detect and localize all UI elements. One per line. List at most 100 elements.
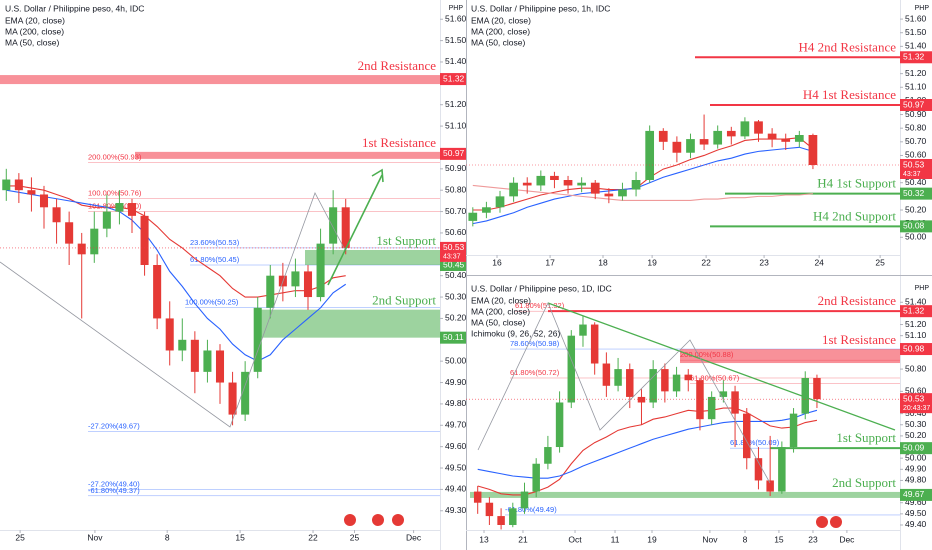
candle-body xyxy=(813,377,821,400)
current-price-tag xyxy=(900,159,932,179)
candle-body xyxy=(649,369,657,403)
candle-body xyxy=(577,182,586,186)
candle-body xyxy=(658,130,668,142)
candle-body xyxy=(801,377,809,414)
level-price-tag xyxy=(900,442,932,455)
level-label: 2nd Resistance xyxy=(818,293,897,308)
x-tick-label: 11 xyxy=(611,534,620,544)
level-zone xyxy=(305,250,440,265)
y-tick-label: 51.40 xyxy=(445,56,467,66)
candle-body xyxy=(645,130,655,180)
level-label: H4 1st Resistance xyxy=(803,87,896,102)
candle-body xyxy=(602,363,611,386)
candle-body xyxy=(115,203,124,212)
level-price-tag xyxy=(900,220,932,233)
fib-trendline xyxy=(0,192,346,428)
y-tick-label: 50.20 xyxy=(905,204,927,214)
level-price: 50.11 xyxy=(443,332,464,342)
y-tick-label: 50.00 xyxy=(905,232,927,242)
level-label: 2nd Resistance xyxy=(358,58,437,73)
candle-body xyxy=(754,458,763,481)
level-label: 2nd Support xyxy=(832,475,896,490)
fib-label: -27.20%(49.40) xyxy=(88,479,140,488)
candle-body xyxy=(316,243,325,298)
y-tick-label: 51.10 xyxy=(905,330,927,340)
fib-label: 200.00%(50.93) xyxy=(88,152,142,161)
x-tick-label: 23 xyxy=(808,534,818,544)
countdown: 20:43:37 xyxy=(903,405,930,412)
candle-body xyxy=(291,271,300,287)
x-tick-label: 25 xyxy=(875,257,885,267)
y-tick-label: 51.10 xyxy=(445,120,467,130)
countdown: 43:37 xyxy=(903,171,921,178)
level-price-tag xyxy=(900,51,932,64)
indicator-label: MA (200, close) xyxy=(471,26,530,36)
candle-body xyxy=(686,139,695,153)
candle-body xyxy=(102,211,111,229)
y-tick-label: 51.50 xyxy=(445,35,467,45)
level-label: H4 2nd Resistance xyxy=(799,39,897,54)
candle-body xyxy=(215,350,225,383)
candle-body xyxy=(253,307,262,372)
candle-body xyxy=(684,374,693,381)
candle-body xyxy=(696,380,704,420)
candle-body xyxy=(590,182,600,194)
fib-label: 100.00%(50.25) xyxy=(185,298,239,307)
level-price: 51.32 xyxy=(903,52,925,62)
chart-title: U.S. Dollar / Philippine peso, 1D, IDC xyxy=(471,283,612,293)
candle-body xyxy=(39,194,49,208)
y-tick-label: 51.20 xyxy=(445,99,467,109)
level-zone xyxy=(135,151,440,159)
y-tick-label: 50.30 xyxy=(905,419,927,429)
candle-body xyxy=(661,369,669,392)
y-tick-label: 50.40 xyxy=(905,177,927,187)
moving-average xyxy=(6,185,346,298)
event-flag xyxy=(344,514,356,526)
y-tick-label: 50.70 xyxy=(445,206,467,216)
indicator-label: Ichimoku (9, 26, 52, 26) xyxy=(471,328,560,338)
current-price-tag xyxy=(440,241,466,262)
candle-body xyxy=(140,215,149,265)
candle-body xyxy=(767,133,777,140)
candle-body xyxy=(672,141,682,153)
candle-body xyxy=(579,324,587,336)
x-tick-label: 21 xyxy=(518,534,528,544)
candle-body xyxy=(341,207,350,248)
fib-trendline xyxy=(477,302,771,484)
event-flag xyxy=(830,516,842,528)
x-tick-label: 25 xyxy=(350,532,360,542)
chart-panel: PHP49.4049.5049.6049.8049.9050.0050.2050… xyxy=(466,283,932,544)
candle-body xyxy=(614,369,622,386)
level-price: 50.09 xyxy=(903,442,925,452)
fib-label: 78.60%(50.98) xyxy=(510,339,560,348)
fib-label: 23.60%(50.53) xyxy=(190,238,240,247)
x-tick-label: 25 xyxy=(15,532,25,542)
y-tick-label: 50.80 xyxy=(445,184,467,194)
level-price: 50.97 xyxy=(443,148,465,158)
chart-title: U.S. Dollar / Philippine peso, 4h, IDC xyxy=(5,3,144,13)
indicator-label: MA (50, close) xyxy=(471,317,525,327)
x-tick-label: Dec xyxy=(406,532,422,542)
candle-body xyxy=(468,212,478,221)
y-tick-label: 51.50 xyxy=(905,27,927,37)
candle-body xyxy=(754,121,763,134)
drawings xyxy=(0,168,896,528)
level-label: 1st Support xyxy=(836,430,896,445)
y-tick-label: 49.70 xyxy=(445,420,467,430)
y-tick-label: 49.40 xyxy=(445,484,467,494)
y-tick-label: 51.60 xyxy=(905,13,927,23)
y-tick-label: 50.90 xyxy=(905,109,927,119)
indicator-label: MA (50, close) xyxy=(471,37,525,47)
x-tick-label: 15 xyxy=(774,534,784,544)
candle-body xyxy=(90,228,99,255)
candle-body xyxy=(329,207,338,244)
x-tick-label: 15 xyxy=(235,532,245,542)
level-price-tag xyxy=(900,187,932,200)
arrow-head xyxy=(371,168,384,183)
y-tick-label: 50.80 xyxy=(905,363,927,373)
level-price: 51.32 xyxy=(903,305,925,315)
chart-panel: PHP50.0050.1050.2050.4050.6050.7050.8050… xyxy=(466,3,932,267)
level-label: H4 1st Support xyxy=(817,176,896,191)
y-tick-label: 50.60 xyxy=(445,227,467,237)
candle-body xyxy=(590,324,599,364)
